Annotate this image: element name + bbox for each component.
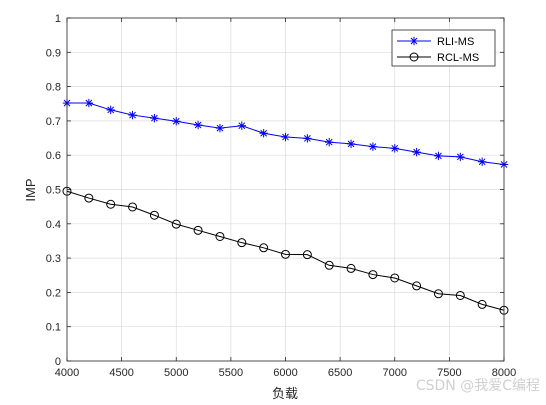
legend-rcl-label: RCL-MS [437,52,479,64]
data-point-rcl-ms [171,219,181,229]
data-point-rcl-ms [128,202,138,212]
data-point-rli-ms [390,144,399,153]
x-tick-label: 7500 [437,367,461,379]
y-tick-label: 0.1 [46,322,61,334]
data-point-rli-ms [150,113,159,123]
data-point-rcl-ms [368,270,378,280]
data-point-rli-ms [259,129,268,138]
x-tick-label: 4500 [109,367,133,379]
x-tick-label: 6000 [273,367,297,379]
data-point-rcl-ms [237,238,247,248]
data-point-rli-ms [477,157,487,166]
y-tick-label: 0.7 [46,116,61,128]
data-point-rcl-ms [433,289,443,299]
y-tick-label: 0.5 [46,185,61,197]
series-layer [62,98,509,315]
y-tick-label: 0.8 [46,82,61,94]
series-rcl-ms [62,186,509,315]
data-point-rcl-ms [106,199,116,209]
data-point-rli-ms [215,123,225,133]
data-point-rli-ms [412,147,421,157]
plot-frame [66,17,505,362]
y-tick-label: 0.6 [46,150,61,162]
x-tick-label: 5000 [164,367,188,379]
y-tick-label: 0.2 [46,287,61,299]
data-point-rcl-ms [281,249,290,259]
legend-rcl-marker [409,52,419,62]
data-point-rcl-ms [259,243,269,253]
data-point-rcl-ms [193,225,203,235]
x-tick-label: 5500 [219,367,243,379]
data-point-rli-ms [128,110,137,120]
y-tick-label: 1 [55,13,61,25]
data-point-rcl-ms [84,193,94,203]
data-point-rli-ms [281,132,290,142]
legend-marker-rcl-ms [409,52,419,62]
x-axis-ticks: 4000 4500 5000 5500 6000 6500 7000 7500 8000 [55,18,516,379]
data-point-rli-ms [84,98,94,108]
data-point-rcl-ms [149,210,159,220]
data-point-rli-ms [303,134,312,143]
y-tick-label: 0.3 [46,253,61,265]
data-point-rcl-ms [302,250,312,260]
legend-rli-label: RLI-MS [437,36,474,48]
data-point-rcl-ms [390,273,400,283]
x-tick-label: 7000 [383,367,407,379]
legend-marker-rli-ms [409,36,419,46]
data-point-rli-ms [193,120,203,130]
data-point-rcl-ms [477,299,487,309]
series-rli-ms [62,98,509,169]
y-axis-ticks: 0 0.1 0.2 0.3 0.4 0.5 0.6 0.7 0.8 0.9 1 [46,13,504,368]
data-point-rli-ms [325,137,334,147]
data-point-rli-ms [346,139,356,149]
x-tick-label: 8000 [492,367,516,379]
data-point-rli-ms [434,151,443,161]
data-point-rcl-ms [215,231,225,241]
series-line-rcl-ms [66,190,505,311]
data-point-rli-ms [237,121,246,130]
x-axis-label: 负载 [272,386,298,401]
data-point-rli-ms [106,105,115,115]
y-tick-label: 0.9 [46,47,61,59]
watermark-text: CSDN @我爱C编程 [416,378,540,394]
legend: RLI-MS RCL-MS [391,29,496,67]
data-point-rcl-ms [412,281,422,291]
y-tick-label: 0 [55,356,61,368]
data-point-rcl-ms [324,260,334,270]
x-tick-label: 4000 [55,367,79,379]
legend-box [391,29,496,67]
y-axis-label: IMP [23,178,38,201]
data-point-rli-ms [368,142,378,151]
data-point-rli-ms [456,152,465,162]
data-point-rli-ms [172,117,181,126]
data-point-rcl-ms [455,290,465,300]
x-tick-label: 6500 [328,367,352,379]
y-tick-label: 0.4 [46,219,61,231]
legend-rli-marker [409,36,419,46]
data-point-rcl-ms [346,263,356,273]
